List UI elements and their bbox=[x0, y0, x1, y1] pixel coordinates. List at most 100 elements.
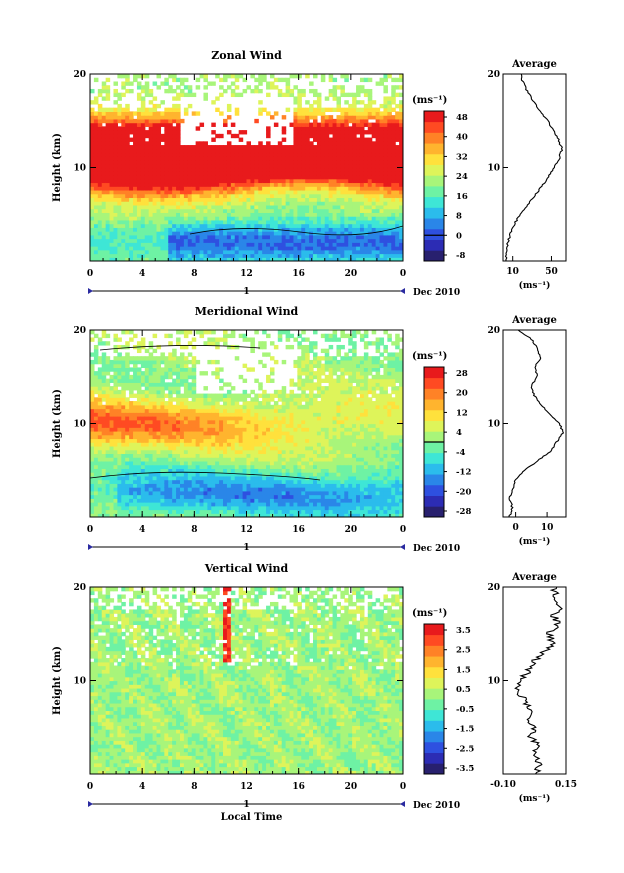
heatmap-cell bbox=[254, 253, 259, 258]
heatmap-cell bbox=[254, 171, 259, 176]
heatmap-cell bbox=[109, 445, 115, 451]
heatmap-cell bbox=[148, 430, 154, 436]
heatmap-cell bbox=[399, 85, 403, 90]
heatmap-cell bbox=[152, 490, 158, 496]
heatmap-cell bbox=[297, 234, 302, 240]
heatmap-cell bbox=[352, 186, 357, 191]
heatmap-cell bbox=[250, 223, 255, 228]
heatmap-cell bbox=[301, 130, 306, 135]
heatmap-cell bbox=[340, 227, 345, 232]
heatmap-cell bbox=[93, 201, 99, 206]
heatmap-cell bbox=[207, 468, 212, 473]
heatmap-cell bbox=[219, 148, 224, 154]
heatmap-cell bbox=[336, 201, 341, 206]
heatmap-cell bbox=[187, 253, 193, 258]
heatmap-cell bbox=[179, 408, 185, 413]
heatmap-cell bbox=[109, 502, 115, 507]
heatmap-cell bbox=[203, 219, 208, 225]
heatmap-cell bbox=[352, 137, 357, 142]
heatmap-cell bbox=[203, 457, 208, 462]
heatmap-cell bbox=[383, 77, 388, 83]
heatmap-cell bbox=[105, 189, 111, 195]
heatmap-cell bbox=[101, 475, 107, 481]
heatmap-cell bbox=[183, 145, 189, 150]
heatmap-cell bbox=[234, 227, 240, 232]
heatmap-cell bbox=[93, 386, 99, 391]
heatmap-cell bbox=[97, 404, 103, 410]
heatmap-cell bbox=[293, 137, 298, 142]
heatmap-cell bbox=[172, 96, 177, 101]
heatmap-cell bbox=[117, 442, 122, 447]
heatmap-cell bbox=[187, 359, 193, 365]
heatmap-cell bbox=[348, 216, 353, 221]
heatmap-cell bbox=[117, 445, 122, 451]
heatmap-cell bbox=[187, 167, 193, 172]
heatmap-cell bbox=[254, 216, 259, 221]
heatmap-cell bbox=[129, 419, 134, 425]
heatmap-cell bbox=[144, 472, 150, 477]
heatmap-cell bbox=[179, 352, 185, 357]
heatmap-cell bbox=[293, 178, 298, 184]
heatmap-cell bbox=[187, 434, 193, 440]
heatmap-cell bbox=[305, 133, 310, 139]
heatmap-cell bbox=[332, 234, 338, 240]
heatmap-cell bbox=[348, 163, 353, 169]
heatmap-cell bbox=[226, 475, 232, 481]
heatmap-cell bbox=[113, 453, 118, 458]
heatmap-cell bbox=[226, 257, 232, 261]
heatmap-cell bbox=[359, 227, 365, 232]
heatmap-cell bbox=[172, 434, 177, 440]
heatmap-cell bbox=[160, 434, 165, 440]
heatmap-cell bbox=[356, 156, 361, 161]
heatmap-cell bbox=[207, 257, 212, 261]
heatmap-cell bbox=[258, 163, 263, 169]
heatmap-cell bbox=[207, 197, 212, 202]
heatmap-cell bbox=[172, 472, 177, 477]
heatmap-cell bbox=[168, 352, 173, 357]
heatmap-cell bbox=[223, 189, 228, 195]
heatmap-cell bbox=[144, 122, 150, 127]
heatmap-cell bbox=[160, 118, 165, 124]
heatmap-cell bbox=[352, 197, 357, 202]
heatmap-cell bbox=[301, 201, 306, 206]
heatmap-cell bbox=[136, 382, 142, 387]
heatmap-cell bbox=[363, 249, 369, 255]
heatmap-cell bbox=[168, 397, 173, 402]
heatmap-cell bbox=[164, 498, 169, 503]
heatmap-cell bbox=[215, 107, 220, 112]
heatmap-cell bbox=[203, 453, 208, 458]
heatmap-cell bbox=[199, 408, 205, 413]
heatmap-cell bbox=[109, 118, 115, 124]
heatmap-cell bbox=[176, 404, 181, 410]
heatmap-cell bbox=[356, 208, 361, 213]
heatmap-cell bbox=[176, 227, 181, 232]
heatmap-cell bbox=[183, 223, 189, 228]
heatmap-cell bbox=[121, 156, 126, 161]
heatmap-cell bbox=[179, 416, 185, 421]
heatmap-cell bbox=[367, 100, 373, 105]
heatmap-cell bbox=[97, 427, 103, 432]
heatmap-cell bbox=[266, 182, 271, 187]
heatmap-cell bbox=[176, 498, 181, 503]
heatmap-cell bbox=[262, 227, 267, 232]
heatmap-cell bbox=[148, 408, 154, 413]
heatmap-cell bbox=[90, 408, 95, 413]
heatmap-cell bbox=[144, 178, 150, 184]
heatmap-cell bbox=[144, 438, 150, 443]
heatmap-cell bbox=[269, 178, 275, 184]
heatmap-cell bbox=[316, 201, 322, 206]
heatmap-cell bbox=[179, 246, 185, 251]
heatmap-cell bbox=[129, 475, 134, 481]
heatmap-cell bbox=[254, 156, 259, 161]
heatmap-cell bbox=[117, 197, 122, 202]
heatmap-cell bbox=[105, 122, 111, 127]
heatmap-cell bbox=[144, 145, 150, 150]
heatmap-cell bbox=[133, 502, 138, 507]
heatmap-cell bbox=[348, 130, 353, 135]
heatmap-cell bbox=[101, 257, 107, 261]
heatmap-cell bbox=[340, 238, 345, 243]
heatmap-cell bbox=[230, 92, 236, 98]
heatmap-cell bbox=[371, 148, 377, 154]
heatmap-cell bbox=[324, 145, 330, 150]
date-arrow bbox=[88, 288, 93, 294]
